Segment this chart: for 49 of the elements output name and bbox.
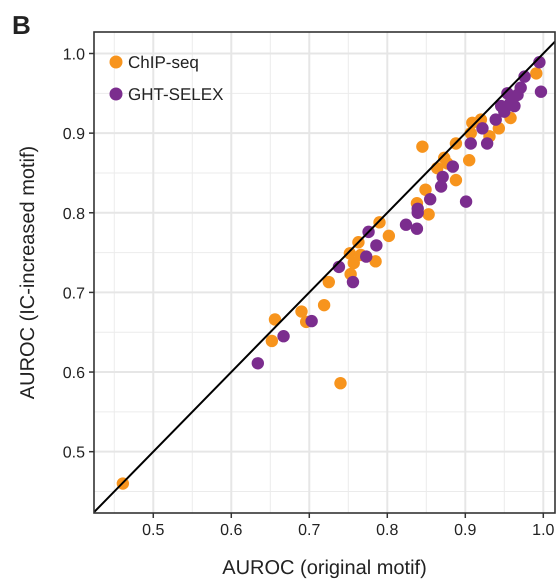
y-tick-label: 0.6 bbox=[62, 365, 86, 382]
point bbox=[460, 195, 472, 208]
point bbox=[252, 357, 264, 370]
point bbox=[464, 137, 477, 150]
point bbox=[490, 113, 502, 126]
y-tick-label: 0.5 bbox=[62, 444, 86, 462]
point bbox=[476, 122, 489, 135]
point bbox=[462, 154, 476, 166]
y-axis-title: AUROC (IC-increased motif) bbox=[17, 146, 39, 400]
point bbox=[416, 140, 429, 153]
point bbox=[424, 193, 436, 206]
point bbox=[480, 137, 494, 150]
point bbox=[446, 160, 460, 173]
y-tick-label: 0.8 bbox=[62, 206, 86, 223]
point bbox=[436, 170, 449, 184]
point bbox=[422, 208, 435, 221]
point bbox=[268, 313, 282, 326]
point bbox=[305, 314, 318, 328]
x-tick-label: 1.0 bbox=[532, 522, 555, 539]
y-tick-label: 0.7 bbox=[62, 285, 86, 302]
point bbox=[534, 86, 548, 98]
point bbox=[530, 67, 542, 80]
x-tick-label: 0.9 bbox=[454, 522, 477, 539]
point bbox=[295, 305, 308, 318]
point bbox=[450, 174, 462, 186]
y-tick-label: 1.0 bbox=[62, 46, 86, 64]
x-tick-label: 0.6 bbox=[220, 522, 243, 539]
y-tick-label: 0.9 bbox=[62, 126, 86, 144]
point bbox=[370, 239, 383, 252]
point bbox=[360, 250, 372, 263]
point bbox=[277, 330, 290, 342]
point bbox=[400, 218, 412, 231]
x-tick-label: 0.5 bbox=[142, 522, 164, 539]
x-tick-label: 0.7 bbox=[298, 522, 321, 539]
legend-label: GHT-SELEX bbox=[128, 85, 224, 104]
point bbox=[419, 183, 432, 196]
point bbox=[322, 276, 335, 288]
point bbox=[382, 230, 396, 242]
point bbox=[266, 334, 278, 348]
x-axis-title: AUROC (original motif) bbox=[222, 557, 427, 579]
point bbox=[410, 222, 424, 235]
point bbox=[346, 276, 360, 288]
point bbox=[369, 255, 382, 268]
chart-title: B bbox=[12, 10, 31, 40]
point bbox=[514, 82, 527, 94]
point bbox=[318, 298, 330, 312]
point bbox=[334, 376, 347, 390]
legend-label: ChIP-seq bbox=[128, 53, 199, 72]
x-tick-label: 0.8 bbox=[376, 522, 399, 539]
